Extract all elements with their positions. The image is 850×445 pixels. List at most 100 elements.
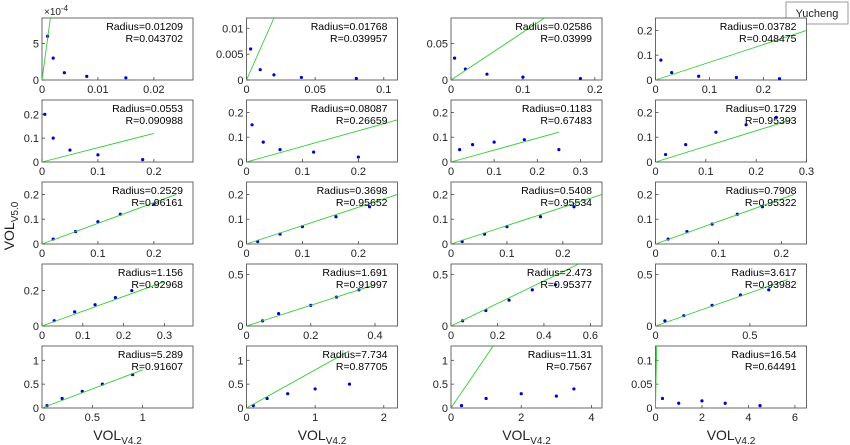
x-tick-label: 2 (381, 412, 387, 424)
y-tick-label: 0.2 (228, 107, 243, 119)
y-axis-label: VOLV5.0 (1, 201, 21, 250)
x-tick-label: 0.2 (587, 84, 602, 96)
scatter-point (130, 288, 134, 293)
scatter-point (553, 283, 558, 287)
y-tick-label: 0.1 (433, 132, 448, 144)
scatter-point (85, 74, 89, 78)
x-tick-label: 0.2 (303, 330, 318, 342)
axes-box (450, 99, 603, 163)
axes-box (41, 263, 194, 327)
scatter-point (249, 47, 253, 51)
y-tick-label: 0.2 (24, 286, 39, 298)
x-tick-label: 0.1 (90, 248, 105, 260)
x-tick-label: 0 (652, 412, 658, 424)
scatter-point (677, 401, 681, 405)
scatter-point (51, 56, 55, 60)
annotation: Radius=0.7908 (726, 185, 797, 197)
scatter-point (452, 56, 457, 60)
annotation: Radius=0.5408 (521, 185, 592, 197)
x-axis-label: VOLV4.2 (298, 427, 347, 445)
scatter-point (767, 288, 771, 292)
x-tick-label: 0.2 (749, 166, 764, 178)
annotation: Radius=2.473 (527, 267, 592, 279)
fit-line (450, 263, 579, 327)
annotation: Radius=0.01209 (106, 21, 183, 33)
x-tick-label: 0 (243, 84, 249, 96)
x-tick-label: 0.2 (756, 84, 771, 96)
fit-line (41, 17, 51, 81)
x-tick-label: 0 (652, 248, 658, 260)
fit-line (655, 193, 795, 245)
x-tick-label: 0 (652, 84, 658, 96)
annotation: R=0.64491 (745, 361, 797, 373)
scatter-point (356, 155, 360, 159)
scatter-point (744, 123, 748, 127)
annotation: Radius=1.691 (322, 267, 387, 279)
scatter-point (723, 401, 727, 405)
x-tick-label: 0.3 (157, 330, 172, 342)
scatter-point (73, 310, 77, 314)
scatter-point (96, 153, 100, 157)
scatter-point (286, 392, 290, 396)
annotation: R=0.043702 (125, 33, 183, 45)
x-tick-label: 0.1 (698, 166, 713, 178)
y-tick-label: 0.1 (637, 355, 652, 367)
x-tick-label: 0 (39, 84, 45, 96)
fit-line (450, 345, 494, 409)
scatter-point (492, 140, 496, 144)
x-tick-label: 0.5 (85, 412, 100, 424)
x-tick-label: 0 (243, 248, 249, 260)
y-tick-label: 0.5 (228, 269, 243, 281)
annotation: R=0.95322 (745, 197, 797, 209)
axes-box (450, 17, 603, 81)
scatter-point (367, 205, 372, 209)
annotation: R=0.95652 (336, 197, 388, 209)
y-tick-label: 0 (442, 403, 448, 415)
x-label-main: VOL (502, 427, 530, 443)
scatter-point (522, 138, 526, 142)
scatter-point (774, 115, 778, 119)
x-label-sub: V4.2 (326, 436, 347, 445)
y-tick-label: 0 (33, 75, 39, 87)
annotation: R=0.92968 (131, 279, 183, 291)
scatter-point (265, 396, 269, 401)
annotation: Radius=0.1729 (726, 103, 797, 115)
x-axis-label: VOLV4.2 (502, 427, 551, 445)
y-tick-label: 0 (646, 239, 652, 251)
y-tick-label: 0.1 (637, 132, 652, 144)
annotation: R=0.048475 (739, 33, 797, 45)
x-tick-label: 1 (140, 412, 146, 424)
scatter-point (521, 75, 525, 79)
scatter-point (663, 152, 668, 157)
y-tick-label: 0.5 (433, 269, 448, 281)
y-tick-label: 1 (442, 355, 448, 367)
scatter-point (124, 76, 128, 80)
y-tick-label: 1 (33, 355, 39, 367)
y-tick-label: 0 (237, 239, 243, 251)
x-label-sub: V4.2 (121, 436, 142, 445)
y-tick-label: 0 (33, 403, 39, 415)
y-tick-label: 0 (33, 239, 39, 251)
fit-line (450, 131, 559, 163)
annotation: R=0.7567 (546, 361, 592, 373)
x-tick-label: 6 (792, 412, 798, 424)
y-tick-label: 0.1 (433, 214, 448, 226)
axes-box (450, 345, 603, 409)
y-tick-label: 0 (237, 75, 243, 87)
x-tick-label: 0.2 (351, 166, 366, 178)
x-tick-label: 0.5 (742, 330, 757, 342)
axes-box (41, 99, 194, 163)
x-tick-label: 0.2 (146, 166, 161, 178)
fit-line (655, 29, 807, 81)
annotation: Radius=0.1183 (522, 103, 592, 115)
scatter-point (572, 205, 576, 209)
x-tick-label: 0.2 (116, 330, 131, 342)
scatter-point (261, 140, 265, 144)
y-tick-label: 0.1 (637, 214, 652, 226)
y-tick-label: 0 (33, 321, 39, 333)
x-tick-label: 0.1 (486, 166, 501, 178)
x-tick-label: 2 (699, 412, 705, 424)
y-tick-label: 0 (442, 239, 448, 251)
scatter-point (458, 148, 462, 152)
